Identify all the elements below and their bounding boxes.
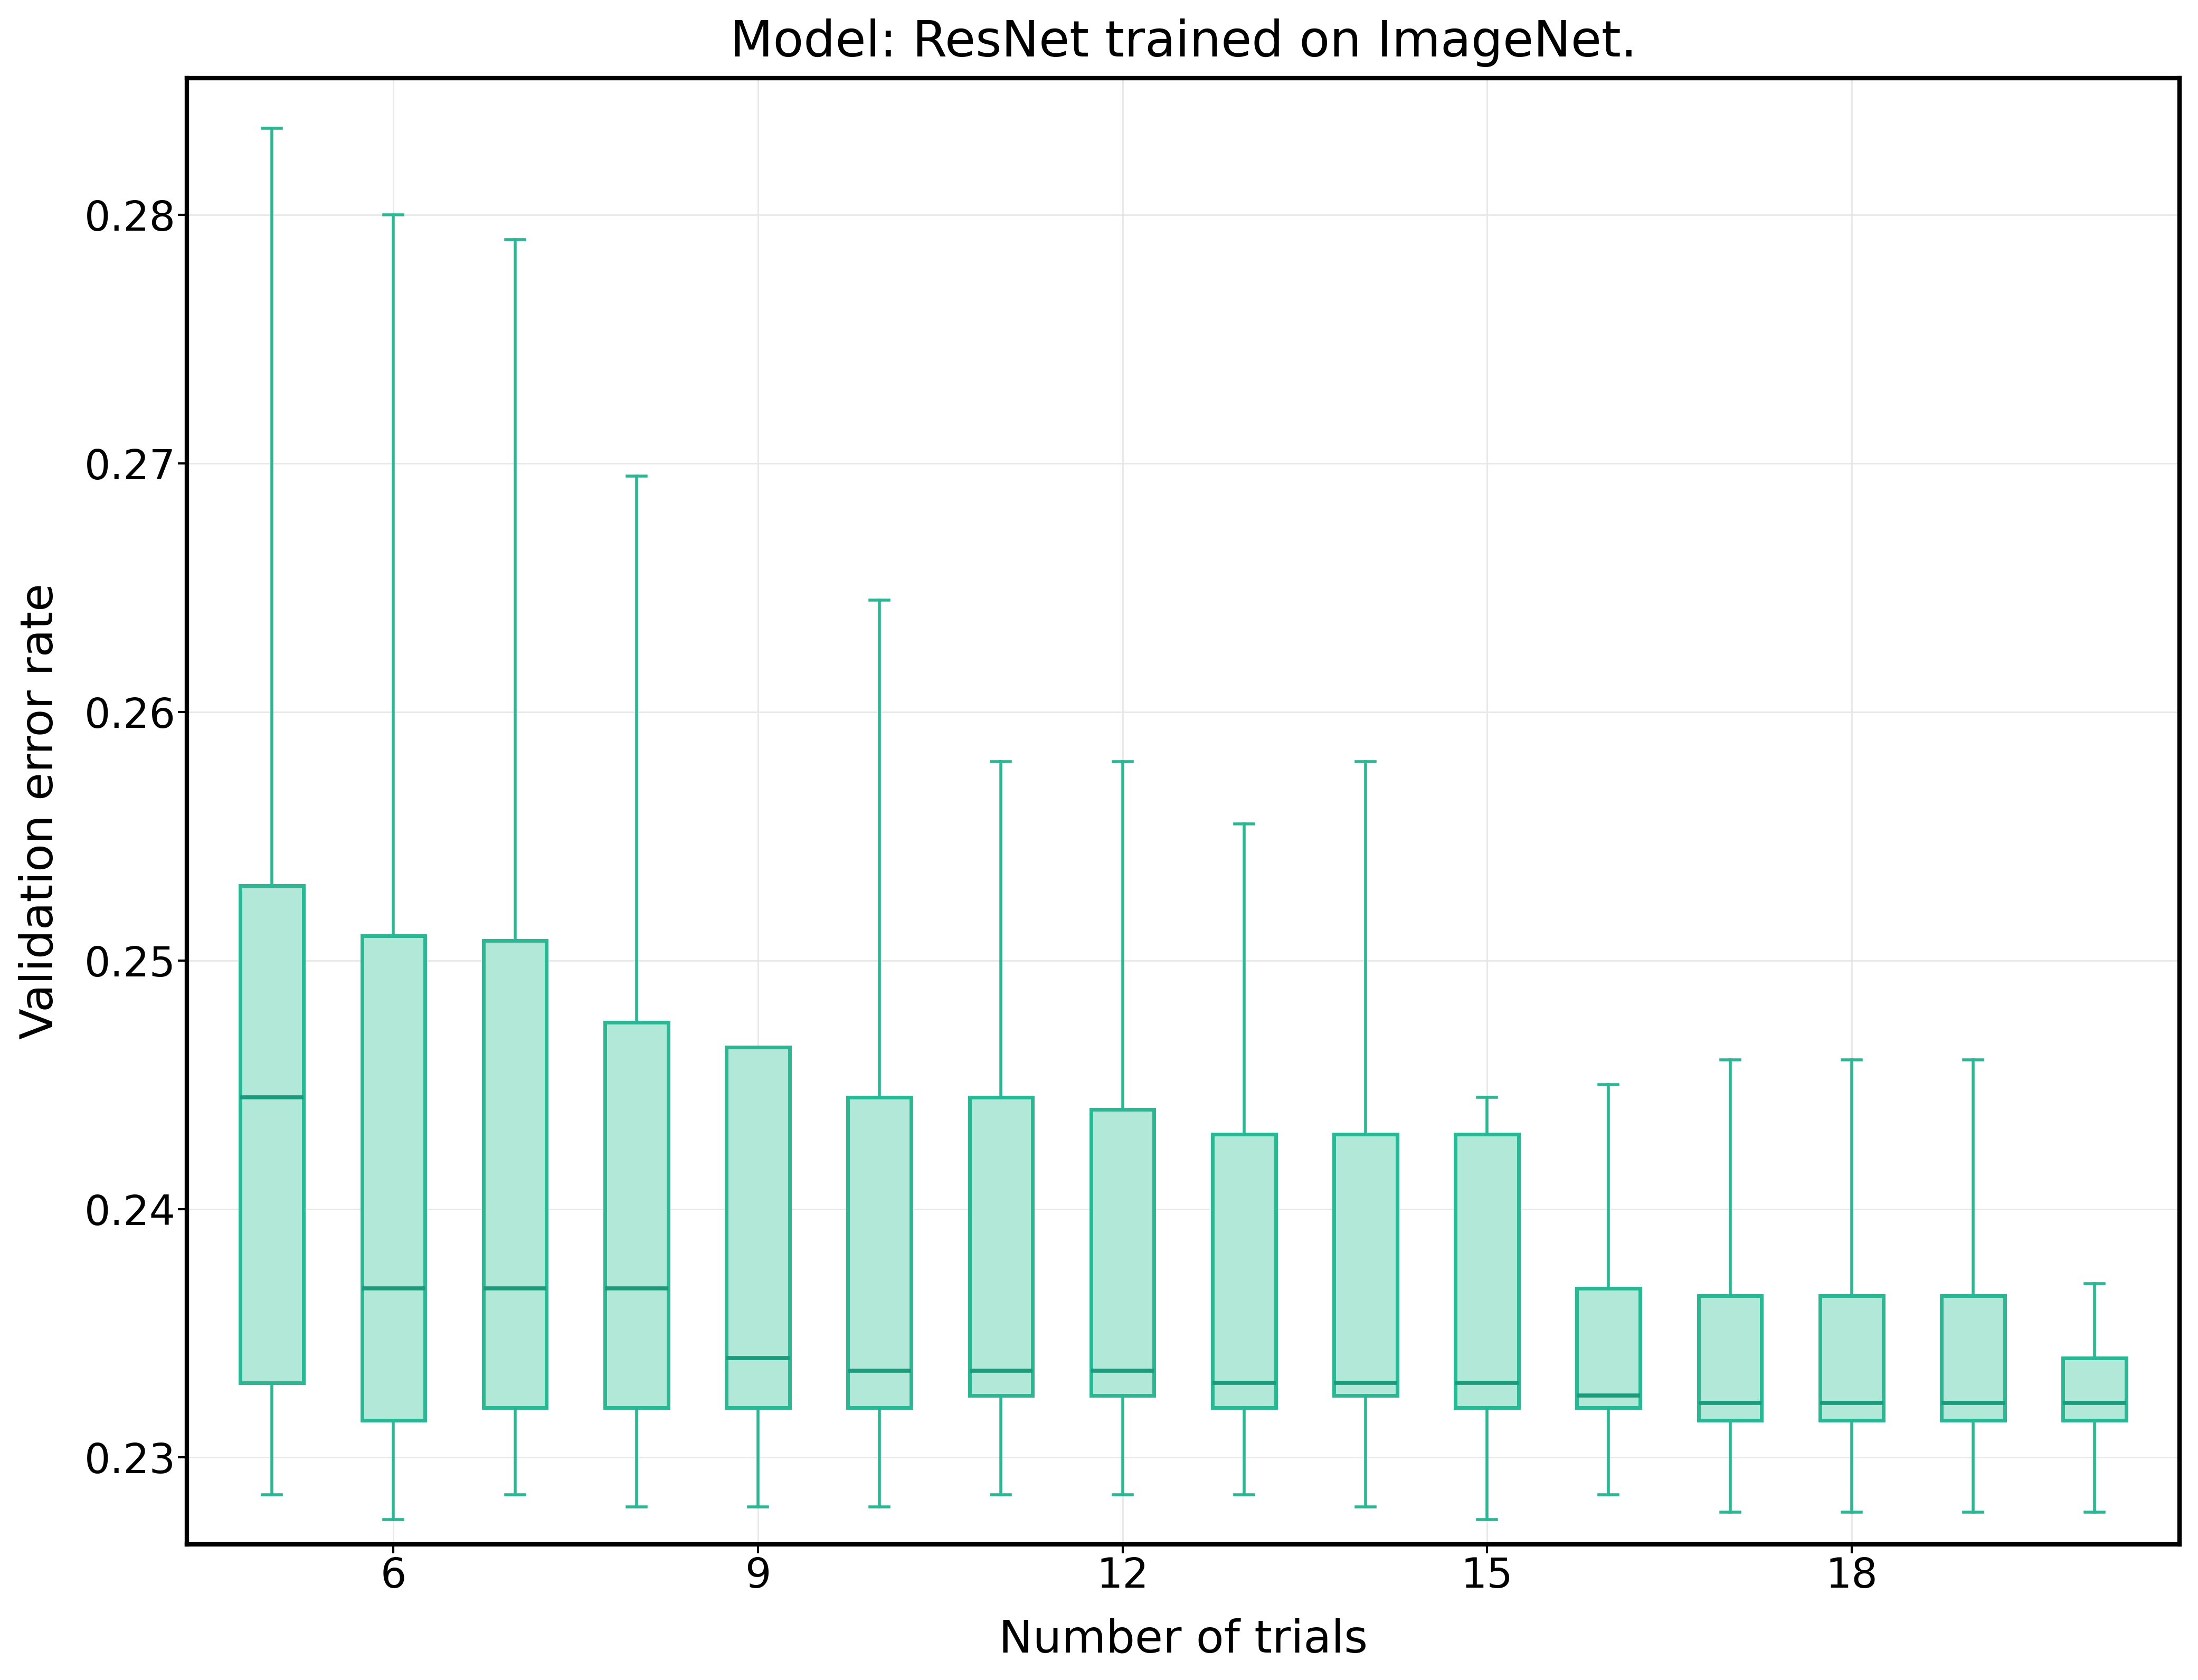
PathPatch shape (1213, 1134, 1275, 1408)
PathPatch shape (363, 936, 424, 1420)
PathPatch shape (240, 885, 303, 1383)
Title: Model: ResNet trained on ImageNet.: Model: ResNet trained on ImageNet. (730, 18, 1638, 67)
X-axis label: Number of trials: Number of trials (998, 1618, 1367, 1662)
Y-axis label: Validation error rate: Validation error rate (18, 583, 62, 1040)
PathPatch shape (2064, 1357, 2125, 1420)
PathPatch shape (1699, 1295, 1761, 1420)
PathPatch shape (1334, 1134, 1398, 1396)
PathPatch shape (848, 1097, 912, 1408)
PathPatch shape (1941, 1295, 2005, 1420)
PathPatch shape (1820, 1295, 1884, 1420)
PathPatch shape (1576, 1289, 1640, 1408)
PathPatch shape (1455, 1134, 1519, 1408)
PathPatch shape (604, 1023, 668, 1408)
PathPatch shape (725, 1047, 789, 1408)
PathPatch shape (969, 1097, 1033, 1396)
PathPatch shape (484, 941, 547, 1408)
PathPatch shape (1090, 1109, 1154, 1396)
